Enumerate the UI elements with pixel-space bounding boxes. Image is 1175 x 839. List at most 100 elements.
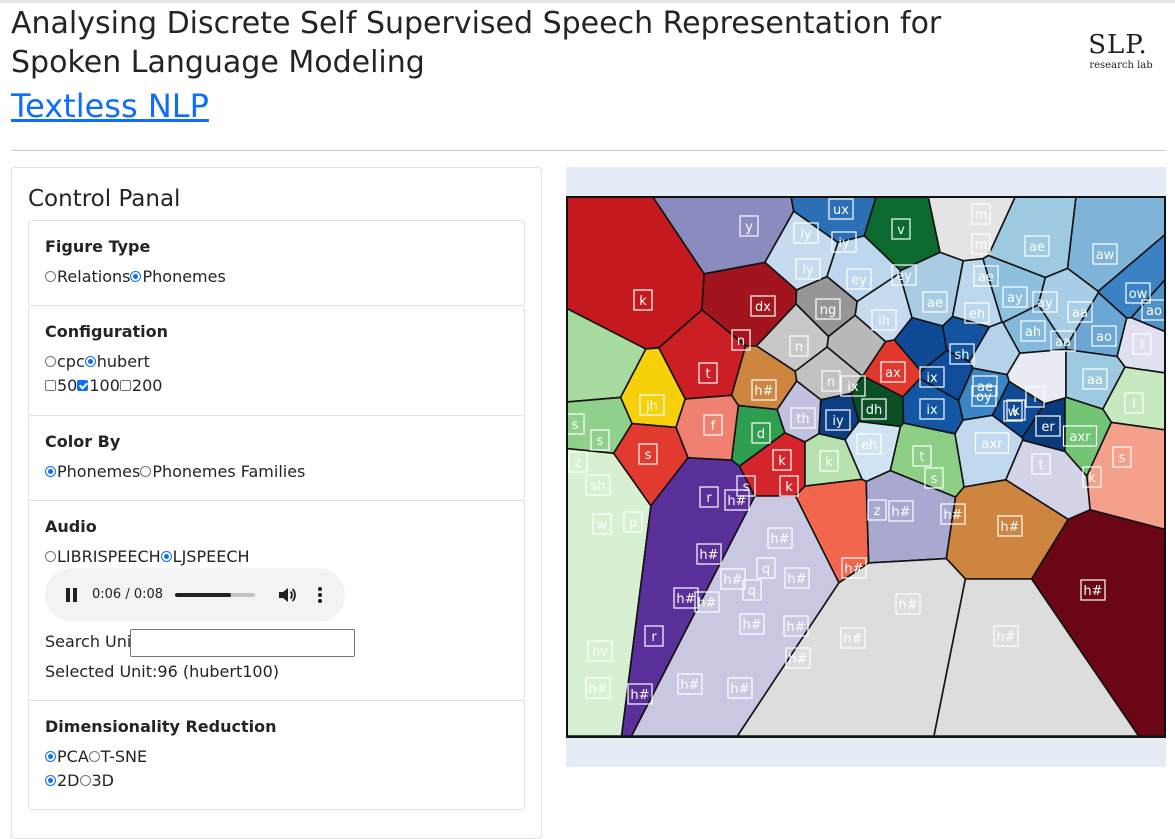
- search-unit-label: Search Unit:: [45, 632, 144, 651]
- units-200-checkbox[interactable]: [119, 379, 131, 391]
- phoneme-label: q: [748, 584, 756, 599]
- dim-2d-radio[interactable]: [45, 774, 56, 786]
- phoneme-label: z: [575, 456, 582, 471]
- phoneme-label-box: [739, 215, 759, 237]
- pause-icon[interactable]: [65, 588, 79, 602]
- phoneme-label-box: [940, 503, 966, 525]
- phoneme-label-box: [841, 557, 867, 579]
- phoneme-label: h#: [943, 508, 962, 523]
- phoneme-label: eh: [969, 307, 985, 322]
- model-hubert[interactable]: hubert: [84, 352, 150, 371]
- phoneme-label-box: [891, 264, 917, 286]
- phoneme-label-box: [821, 370, 841, 392]
- phoneme-label-box: [871, 309, 897, 331]
- dim-2d[interactable]: 2D: [45, 771, 80, 790]
- units-100[interactable]: 100: [77, 376, 120, 395]
- figure-type-relations[interactable]: Relations: [45, 267, 130, 286]
- model-cpc[interactable]: cpc: [45, 352, 85, 371]
- ljspeech-radio[interactable]: [160, 550, 172, 562]
- color-phonemes-radio[interactable]: [45, 465, 56, 477]
- dataset-ljspeech[interactable]: LJSPEECH: [160, 547, 250, 566]
- textless-nlp-link[interactable]: Textless NLP: [11, 87, 209, 125]
- phoneme-label-box: [751, 379, 777, 401]
- phoneme-label-box: [828, 198, 854, 220]
- phoneme-label-box: [1124, 392, 1144, 414]
- phoneme-label-box: [1067, 301, 1093, 323]
- phoneme-label-box: [638, 443, 658, 465]
- hubert-radio[interactable]: [84, 355, 96, 367]
- control-panel: Control Panal Figure Type Relations Phon…: [11, 167, 542, 839]
- units-50[interactable]: 50: [45, 376, 77, 395]
- dataset-librispeech[interactable]: LIBRISPEECH: [45, 547, 161, 566]
- phoneme-label-box: [1092, 243, 1118, 265]
- method-tsne[interactable]: T-SNE: [88, 747, 147, 766]
- phoneme-label-box: [974, 432, 1010, 454]
- phoneme-label: l: [1132, 397, 1136, 412]
- phonemes-radio[interactable]: [130, 270, 142, 282]
- audio-player[interactable]: 0:06 / 0:08: [45, 568, 345, 622]
- search-unit-input[interactable]: [130, 629, 355, 657]
- phoneme-label-box: [785, 647, 811, 669]
- phoneme-label: ae: [1029, 240, 1045, 255]
- phoneme-label: r: [651, 630, 657, 645]
- volume-icon[interactable]: [277, 585, 297, 605]
- phoneme-label: ix: [926, 403, 938, 418]
- phoneme-label-box: [673, 587, 699, 609]
- voronoi-cell-t[interactable]: [612, 422, 689, 508]
- cpc-radio[interactable]: [45, 355, 56, 367]
- phoneme-label-box: [789, 335, 809, 357]
- units-100-checkbox[interactable]: [77, 379, 89, 391]
- phoneme-label: p: [629, 516, 637, 531]
- phoneme-label: ng: [820, 303, 837, 318]
- pca-radio[interactable]: [45, 750, 56, 762]
- units-200[interactable]: 200: [119, 376, 162, 395]
- phoneme-label: ao: [1146, 304, 1162, 319]
- phoneme-label: aa: [1087, 373, 1103, 388]
- units-50-checkbox[interactable]: [45, 379, 56, 391]
- tsne-radio[interactable]: [88, 750, 100, 762]
- phoneme-label: oy: [976, 390, 992, 405]
- phoneme-label-box: [815, 298, 841, 320]
- phoneme-label: f: [711, 419, 716, 434]
- phoneme-label: h#: [730, 682, 749, 697]
- librispeech-radio[interactable]: [45, 550, 56, 562]
- phoneme-label-box: [677, 673, 703, 695]
- phoneme-label-box: [751, 422, 771, 444]
- phoneme-label-box: [739, 613, 765, 635]
- method-pca[interactable]: PCA: [45, 747, 89, 766]
- phoneme-label-box: [1002, 286, 1028, 308]
- audio-time: 0:06 / 0:08: [92, 587, 164, 602]
- color-families-radio[interactable]: [140, 465, 152, 477]
- color-by-families[interactable]: Phonemes Families: [140, 462, 305, 481]
- phoneme-label: iy: [832, 414, 844, 429]
- phoneme-label: ay: [1007, 291, 1023, 306]
- audio-seek-bar[interactable]: [175, 593, 255, 597]
- figure-type-phonemes[interactable]: Phonemes: [130, 267, 226, 286]
- phoneme-label: h#: [697, 596, 716, 611]
- phoneme-label: s: [1119, 451, 1126, 466]
- phoneme-label-box: [767, 527, 793, 549]
- phoneme-label-box: [1141, 299, 1166, 321]
- relations-radio[interactable]: [45, 270, 56, 282]
- phoneme-label-box: [1031, 453, 1051, 475]
- phoneme-label-box: [783, 615, 809, 637]
- phoneme-label-box: [919, 398, 945, 420]
- phoneme-label-box: [750, 295, 776, 317]
- phoneme-label-box: [846, 268, 872, 290]
- voronoi-cell-hv[interactable]: [620, 456, 756, 737]
- color-by-phonemes[interactable]: Phonemes: [45, 462, 140, 481]
- phoneme-label: axr: [981, 437, 1003, 452]
- audio-title: Audio: [45, 517, 97, 536]
- phoneme-label: sh: [590, 479, 605, 494]
- phoneme-label-box: [971, 203, 991, 225]
- phoneme-label: n: [827, 375, 835, 390]
- phoneme-label-box: [592, 513, 612, 535]
- phoneme-label: ey: [896, 269, 912, 284]
- phoneme-label: k: [785, 480, 793, 495]
- phoneme-label: k: [825, 455, 833, 470]
- more-options-icon[interactable]: [315, 585, 325, 605]
- dim-3d[interactable]: 3D: [79, 771, 114, 790]
- dim-3d-radio[interactable]: [79, 774, 91, 786]
- figure-type-section: Figure Type Relations Phonemes: [28, 220, 525, 306]
